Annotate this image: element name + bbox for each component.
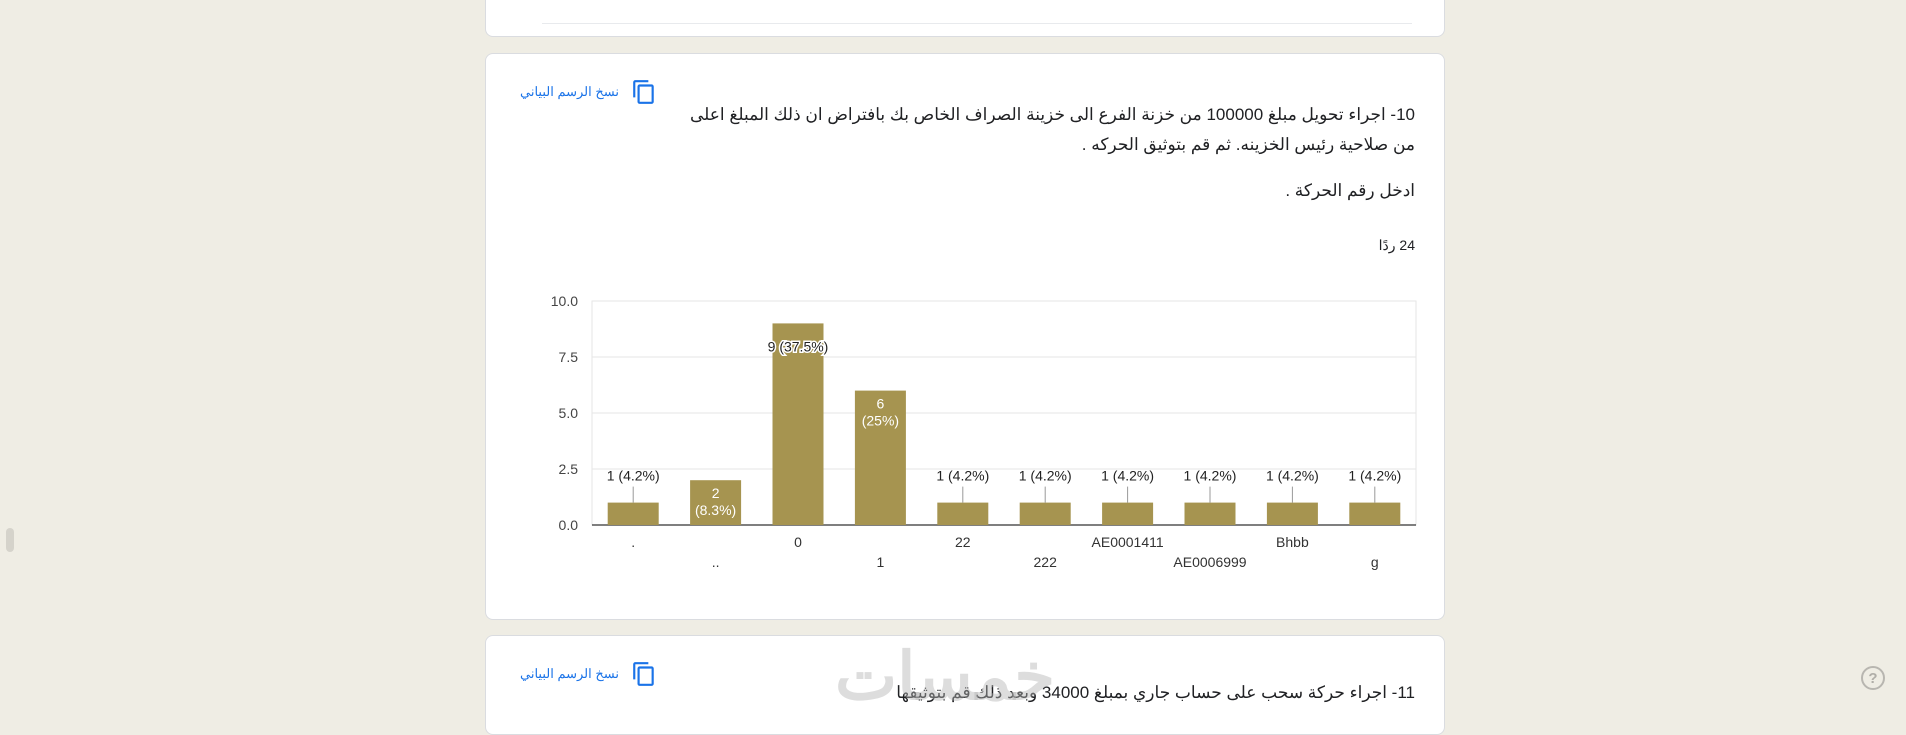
response-count: 24 ردًا bbox=[1378, 237, 1415, 253]
copy-chart-button[interactable]: نسخ الرسم البياني bbox=[520, 78, 657, 106]
y-tick-label: 7.5 bbox=[559, 349, 579, 365]
previous-question-card bbox=[485, 0, 1445, 37]
bar bbox=[1266, 502, 1318, 525]
data-label: 1 (4.2%) bbox=[1101, 468, 1154, 484]
x-tick-label: . bbox=[631, 534, 635, 550]
question-title: 10- اجراء تحويل مبلغ 100000 من خزنة الفر… bbox=[689, 105, 1415, 154]
data-label: 9 (37.5%) bbox=[768, 338, 829, 354]
x-tick-label: g bbox=[1371, 554, 1379, 570]
x-tick-label: 1 bbox=[877, 554, 885, 570]
y-tick-label: 5.0 bbox=[559, 405, 579, 421]
x-tick-label: .. bbox=[712, 554, 720, 570]
bar bbox=[1102, 502, 1154, 525]
bar bbox=[937, 502, 989, 525]
data-label: 1 (4.2%) bbox=[1019, 468, 1072, 484]
y-tick-label: 2.5 bbox=[559, 461, 579, 477]
data-label: 1 (4.2%) bbox=[1266, 468, 1319, 484]
bar bbox=[607, 502, 659, 525]
x-tick-label: 222 bbox=[1034, 554, 1058, 570]
x-tick-label: 22 bbox=[955, 534, 971, 550]
data-label: 1 (4.2%) bbox=[1184, 468, 1237, 484]
copy-chart-label-next: نسخ الرسم البياني bbox=[520, 666, 619, 681]
bar bbox=[1184, 502, 1236, 525]
watermark-logo: خمسات bbox=[835, 639, 1056, 713]
question-card: نسخ الرسم البياني 10- اجراء تحويل مبلغ 1… bbox=[485, 53, 1445, 620]
bar bbox=[1019, 502, 1071, 525]
data-label: 1 (4.2%) bbox=[607, 468, 660, 484]
bar bbox=[1349, 502, 1401, 525]
x-tick-label: Bhbb bbox=[1276, 534, 1309, 550]
question-description: ادخل رقم الحركة . bbox=[1285, 181, 1415, 200]
x-tick-label: AE0001411 bbox=[1092, 534, 1164, 550]
data-label: 6 (25%) bbox=[862, 396, 899, 429]
x-tick-label: 0 bbox=[794, 534, 802, 550]
copy-icon bbox=[631, 661, 657, 687]
copy-chart-button-next[interactable]: نسخ الرسم البياني bbox=[520, 660, 657, 688]
y-tick-label: 0.0 bbox=[559, 517, 579, 533]
data-label: 1 (4.2%) bbox=[1348, 468, 1401, 484]
bar bbox=[690, 480, 742, 525]
data-label: 2 (8.3%) bbox=[695, 485, 736, 518]
next-question-title: 11- اجراء حركة سحب على حساب جاري بمبلغ 3… bbox=[896, 683, 1415, 702]
data-label: 1 (4.2%) bbox=[936, 468, 989, 484]
copy-icon bbox=[631, 79, 657, 105]
scrollbar-handle[interactable] bbox=[6, 528, 14, 552]
bar bbox=[854, 390, 906, 525]
divider bbox=[542, 23, 1412, 24]
x-tick-label: AE0006999 bbox=[1173, 554, 1246, 570]
bar-chart: 0.0 2.5 5.0 7.5 10.0. 1 (4.2%).. 2 (8.3%) 0 9 (37… bbox=[551, 293, 1417, 570]
y-tick-label: 10.0 bbox=[551, 293, 578, 309]
help-icon[interactable]: ? bbox=[1861, 666, 1885, 690]
copy-chart-label: نسخ الرسم البياني bbox=[520, 84, 619, 99]
bar bbox=[772, 323, 824, 525]
